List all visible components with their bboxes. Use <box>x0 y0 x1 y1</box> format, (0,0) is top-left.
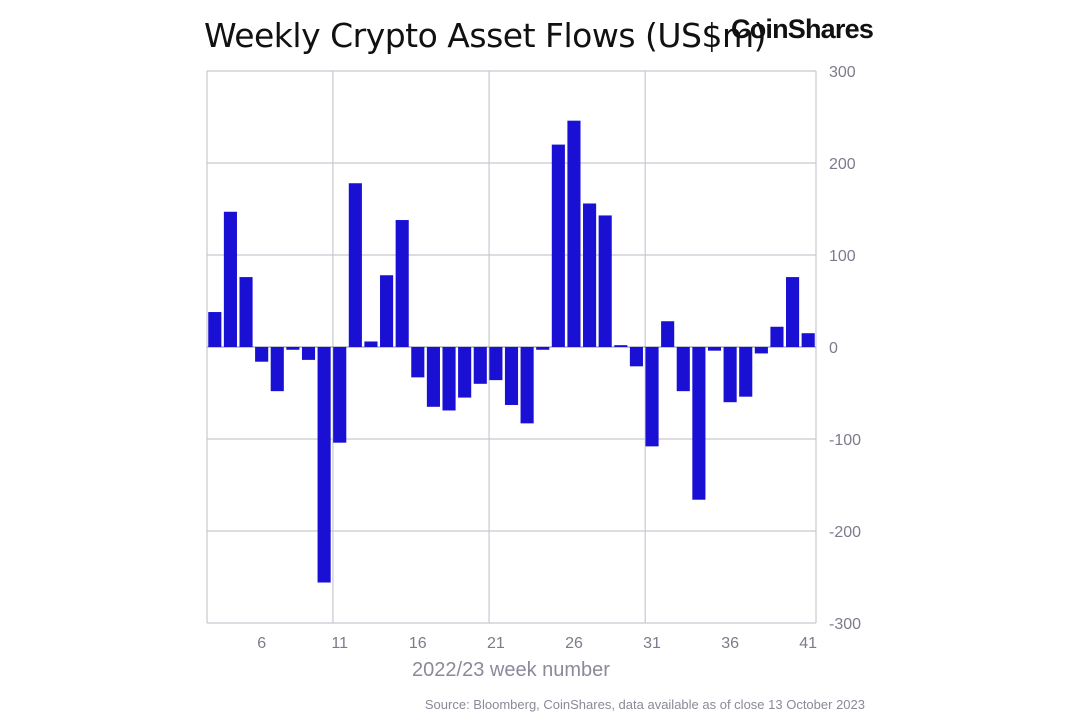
coinshares-logo: CoinShares <box>731 14 874 44</box>
bar-week-33 <box>676 347 690 392</box>
bar-week-32 <box>661 321 675 347</box>
x-tick-label: 16 <box>409 635 427 652</box>
x-tick-label: 41 <box>799 635 817 652</box>
x-tick-label: 11 <box>331 635 348 652</box>
x-tick-label: 6 <box>257 635 266 652</box>
bar-week-27 <box>583 203 597 347</box>
bar-week-5 <box>239 277 253 347</box>
bar-week-12 <box>348 183 362 347</box>
y-tick-label: -100 <box>829 432 861 449</box>
bar-week-18 <box>442 347 456 411</box>
bar-week-30 <box>629 347 643 367</box>
bar-week-19 <box>458 347 472 398</box>
bar-week-31 <box>645 347 659 447</box>
x-tick-label: 21 <box>487 635 505 652</box>
y-tick-label: 0 <box>829 340 838 357</box>
bar-week-22 <box>504 347 519 405</box>
x-tick-label: 36 <box>721 635 739 652</box>
bar-week-29 <box>614 345 628 347</box>
x-axis: 6 11 16 21 26 31 36 41 <box>257 635 817 652</box>
source-note: Source: Bloomberg, CoinShares, data avai… <box>424 697 865 712</box>
y-tick-label: 100 <box>829 248 856 265</box>
bar-week-10 <box>317 347 331 583</box>
bar-week-20 <box>473 347 487 384</box>
y-tick-label: -200 <box>829 524 861 541</box>
bar-week-8 <box>286 347 300 350</box>
bar-week-23 <box>520 347 534 424</box>
bar-week-6 <box>255 347 269 362</box>
x-axis-title: 2022/23 week number <box>412 659 610 681</box>
bar-week-7 <box>270 347 284 392</box>
bar-week-24 <box>536 347 550 350</box>
x-tick-label: 26 <box>565 635 583 652</box>
y-tick-label: 200 <box>829 156 856 173</box>
bar-week-35 <box>707 347 722 351</box>
bar-week-11 <box>333 347 347 443</box>
bar-week-16 <box>411 347 425 378</box>
bar-week-26 <box>567 120 581 348</box>
bar-week-39 <box>770 326 784 347</box>
chart-title: Weekly Crypto Asset Flows (US$m) <box>204 16 767 55</box>
bar-week-15 <box>395 220 409 347</box>
bars <box>208 120 815 583</box>
bar-week-17 <box>426 347 440 407</box>
bar-week-13 <box>364 341 378 347</box>
bar-week-34 <box>692 347 706 500</box>
bar-week-28 <box>598 215 612 347</box>
bar-week-41 <box>801 333 815 347</box>
x-tick-label: 31 <box>643 635 661 652</box>
bar-week-3 <box>208 312 222 347</box>
bar-week-4 <box>223 211 237 347</box>
bar-week-9 <box>301 347 316 360</box>
bar-week-14 <box>380 275 394 347</box>
y-tick-label: -300 <box>829 616 861 633</box>
bar-week-25 <box>551 144 565 347</box>
y-tick-label: 300 <box>829 64 856 81</box>
bar-week-36 <box>723 347 737 403</box>
y-axis: 300 200 100 0 -100 -200 -300 <box>829 64 861 633</box>
bar-week-21 <box>489 347 503 381</box>
bar-week-37 <box>739 347 753 397</box>
bar-week-40 <box>786 277 800 347</box>
bar-week-38 <box>754 347 768 354</box>
